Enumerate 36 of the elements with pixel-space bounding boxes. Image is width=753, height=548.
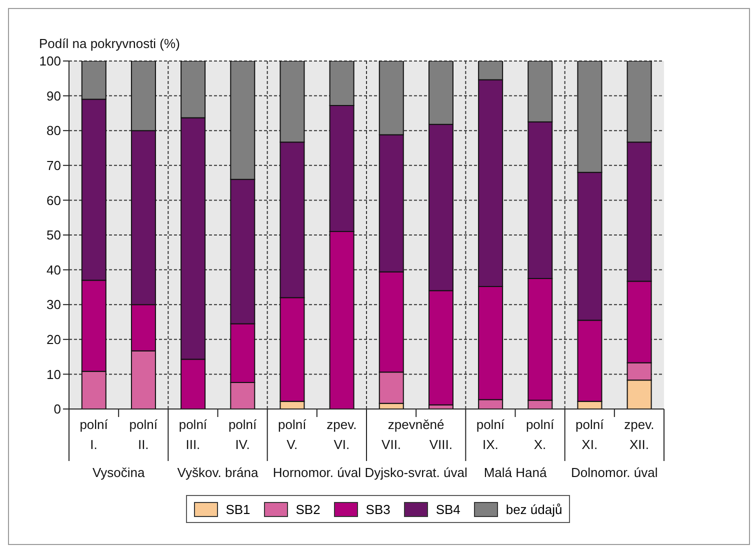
y-tick-label: 60 — [46, 192, 61, 208]
legend-label: SB4 — [434, 502, 460, 516]
y-tick-label: 100 — [39, 54, 61, 69]
text: Hornomor. úval — [272, 465, 362, 480]
legend-label: SB2 — [294, 502, 320, 516]
y-tick-label: 40 — [46, 262, 61, 278]
y-axis-title: Podíl na pokryvnosti (%) — [39, 36, 180, 51]
legend-label: SB3 — [364, 502, 390, 516]
x-tick-label: polní II. — [129, 417, 158, 452]
y-tick-label: 80 — [46, 123, 61, 138]
text: Vyškov. brána — [177, 465, 259, 480]
y-tick-label: 30 — [46, 297, 61, 312]
text: Dyjsko-svrat. úval — [364, 465, 468, 480]
x-tick-label: polní XI. — [576, 417, 604, 452]
x-tick-label: zpev. VI. — [326, 417, 357, 452]
x-tick-label: VIII. — [429, 437, 452, 452]
x-tick-label: polní IV. — [228, 417, 258, 452]
y-tick-label: 90 — [46, 88, 61, 104]
x-tick-label: polní X. — [526, 417, 555, 452]
x-tick-label: polní I. — [80, 417, 108, 452]
y-tick-label: 0 — [54, 402, 61, 417]
y-tick-label: 50 — [46, 228, 61, 243]
y-tick-label: 10 — [46, 366, 61, 382]
x-tick-label: polní V. — [278, 417, 307, 452]
text: Dolnomor. úval — [571, 465, 658, 480]
x-tick-label: zpev. XII. — [624, 417, 654, 452]
legend-label: SB1 — [224, 502, 250, 516]
x-tick-label: polní III. — [178, 417, 208, 452]
text: zpevněné — [388, 417, 444, 432]
y-tick-label: 70 — [46, 158, 61, 174]
y-tick-label: 20 — [46, 332, 61, 348]
text: Vysočina — [92, 465, 146, 480]
x-tick-label: VII. — [382, 437, 402, 452]
text: Malá Haná — [484, 465, 548, 480]
legend-label: bez údajů — [504, 502, 562, 516]
x-tick-label: polní IX. — [476, 417, 505, 452]
